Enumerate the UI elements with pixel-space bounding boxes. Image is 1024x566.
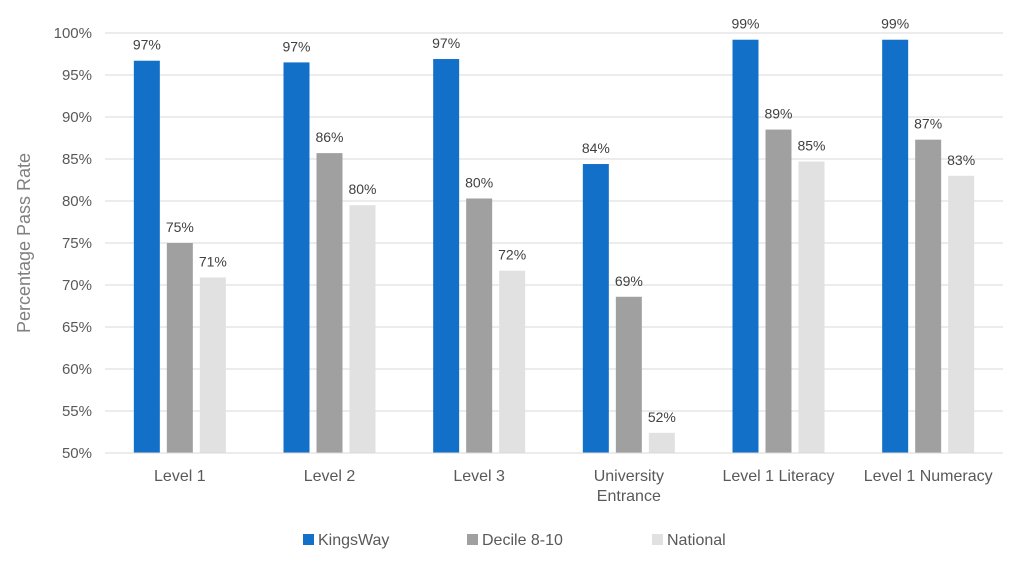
bar [615,296,642,453]
data-label: 69% [615,273,643,289]
bar [582,164,609,454]
x-category-label: Level 3 [453,468,505,485]
bar [349,205,376,453]
legend-label: Decile 8-10 [482,532,563,549]
y-tick-label: 55% [62,403,92,420]
y-axis-ticks: 50% 55% 60% 65% 70% 75% 80% 85% 90% 95% 100% [54,25,92,462]
data-label: 52% [648,409,676,425]
bar [648,432,675,453]
data-label: 97% [133,37,161,53]
bar [732,39,759,453]
x-category-label: Level 1 Literacy [722,468,834,485]
data-label: 83% [947,152,975,168]
data-label: 72% [498,247,526,263]
bar [133,60,160,453]
bar [466,198,493,453]
y-tick-label: 95% [62,67,92,84]
y-tick-label: 80% [62,193,92,210]
legend: KingsWay Decile 8-10 National [303,532,726,549]
data-label: 80% [465,174,493,190]
bar [915,139,942,453]
bar [798,161,825,453]
bar [948,175,975,454]
x-category-label: Level 1 Numeracy [864,468,993,485]
data-labels: 97% 75% 71% 97% 86% 80% 97% 80% 72% 84% 69% 52% 99% 8… [133,16,975,425]
data-label: 97% [432,35,460,51]
data-label: 84% [582,140,610,156]
data-label: 99% [731,16,759,32]
bar [316,153,343,453]
data-label: 97% [282,38,310,54]
data-label: 80% [348,181,376,197]
gridlines [105,32,1003,412]
x-category-label: Level 1 [154,468,206,485]
legend-label: KingsWay [318,532,389,549]
y-tick-label: 65% [62,319,92,336]
bar [882,39,909,453]
data-label: 87% [914,116,942,132]
x-category-label: Level 2 [304,468,356,485]
data-label: 89% [764,106,792,122]
data-label: 75% [166,219,194,235]
bar [499,270,526,453]
y-tick-label: 70% [62,277,92,294]
x-category-label: Entrance [597,488,661,505]
data-label: 86% [315,129,343,145]
y-tick-label: 75% [62,235,92,252]
y-axis-title: Percentage Pass Rate [14,153,34,333]
bar [166,243,193,453]
y-tick-label: 85% [62,151,92,168]
bar [765,129,792,453]
legend-swatch [467,534,478,545]
legend-swatch [652,534,663,545]
x-axis-categories: Level 1 Level 2 Level 3 University Entrance L… [154,468,993,505]
legend-swatch [303,534,314,545]
x-category-label: University [594,468,664,485]
legend-label: National [667,532,726,549]
bar [199,277,226,453]
bar [433,59,460,453]
y-tick-label: 60% [62,361,92,378]
y-tick-label: 50% [62,445,92,462]
y-tick-label: 100% [54,25,92,42]
data-label: 85% [797,138,825,154]
y-tick-label: 90% [62,109,92,126]
data-label: 99% [881,16,909,32]
bar [283,62,310,454]
data-label: 71% [199,253,227,269]
bars [133,39,975,454]
